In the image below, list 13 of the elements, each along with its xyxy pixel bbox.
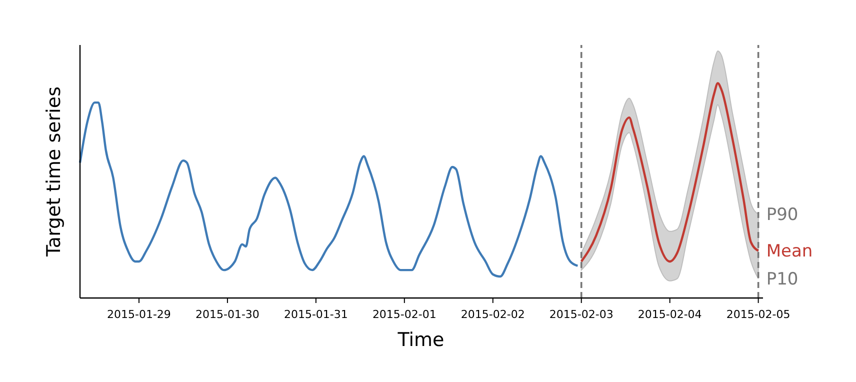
- x-axis-title: Time: [396, 329, 444, 351]
- y-axis-title: Target time series: [43, 86, 65, 258]
- series-label: Mean: [766, 242, 813, 262]
- x-tick-label: 2015-01-29: [107, 308, 171, 321]
- x-tick-label: 2015-02-02: [460, 308, 525, 321]
- x-tick-label: 2015-01-31: [284, 308, 348, 321]
- x-tick-label: 2015-02-01: [372, 308, 436, 321]
- annotation: P10: [766, 270, 798, 290]
- annotation: P90: [766, 205, 798, 226]
- x-tick-label: 2015-02-03: [549, 308, 614, 321]
- x-tick-label: 2015-02-05: [726, 308, 790, 321]
- x-tick-label: 2015-01-30: [195, 308, 260, 321]
- x-tick-label: 2015-02-04: [638, 308, 702, 321]
